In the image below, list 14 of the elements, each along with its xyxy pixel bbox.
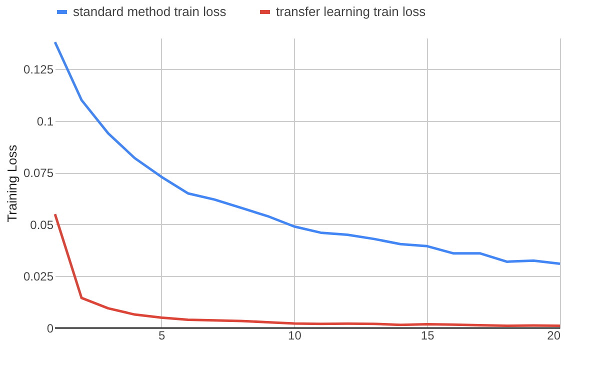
x-tick-label: 15 bbox=[420, 328, 435, 342]
x-tick-label: 10 bbox=[288, 328, 302, 342]
line-series bbox=[54, 40, 562, 266]
legend-label: transfer learning train loss bbox=[276, 4, 426, 19]
y-tick-label: 0.075 bbox=[23, 166, 54, 180]
y-tick-label: 0.1 bbox=[36, 114, 54, 128]
y-tick-label: 0 bbox=[46, 322, 54, 336]
y-tick-label: 0.025 bbox=[23, 270, 54, 284]
y-tick-label: 0.05 bbox=[30, 218, 54, 232]
legend-label: standard method train loss bbox=[73, 4, 227, 19]
y-tick-label: 0.125 bbox=[23, 62, 54, 77]
x-tick-label: 20 bbox=[547, 328, 561, 342]
x-tick-label: 5 bbox=[158, 328, 166, 342]
y-axis-title: Training Loss bbox=[4, 144, 20, 222]
